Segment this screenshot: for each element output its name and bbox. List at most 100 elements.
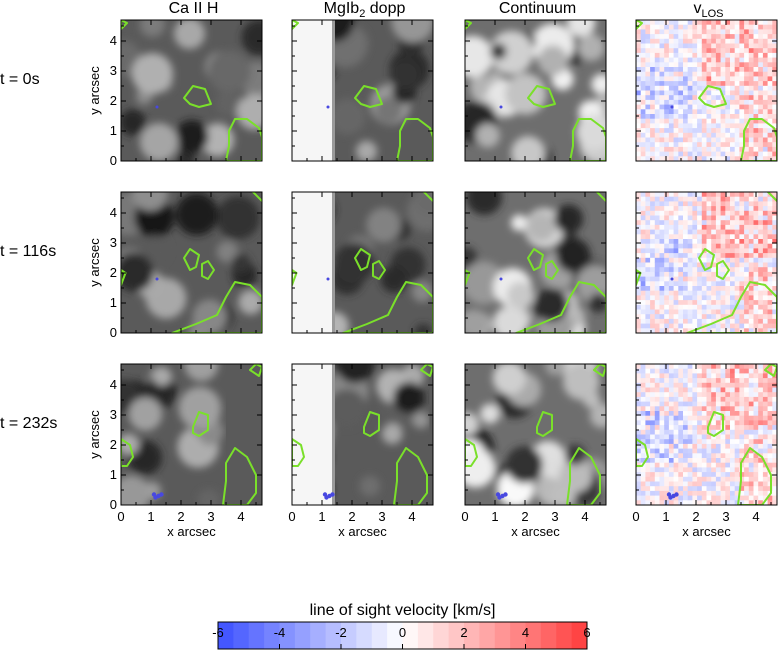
y-tick-label: 1 — [110, 295, 117, 310]
downflow-markers — [151, 492, 164, 500]
magnetic-contours — [465, 192, 606, 333]
axis-ticks — [291, 20, 433, 162]
magnetic-contours — [292, 192, 433, 333]
y-tick-label: 3 — [110, 63, 117, 78]
image-map — [121, 20, 262, 161]
panel-cont — [464, 191, 607, 334]
axis-ticks — [464, 20, 606, 162]
x-tick-label: 2 — [177, 509, 184, 524]
axis-ticks — [291, 192, 433, 334]
image-map — [121, 364, 262, 505]
y-tick-label: 4 — [110, 205, 117, 220]
y-tick-label: 4 — [110, 377, 117, 392]
x-tick-label: 3 — [378, 509, 385, 524]
image-map — [465, 20, 606, 161]
panel-frame — [291, 191, 434, 334]
downflow-markers — [499, 277, 503, 281]
panel-vlos — [635, 19, 778, 162]
image-map — [636, 364, 777, 505]
x-axis-label: x arcsec — [167, 524, 216, 539]
panel-cah: 0 1 2 3 4 y arcsec 0 1 2 3 4 x arcsec — [87, 363, 263, 539]
x-tick-label: 1 — [318, 509, 325, 524]
colorbar-swatch — [248, 622, 265, 649]
x-tick-label: 0 — [117, 509, 124, 524]
image-map — [121, 192, 262, 333]
axis-ticks — [635, 20, 777, 162]
y-tick-label: 4 — [110, 33, 117, 48]
colorbar-swatch — [294, 622, 311, 649]
panel-frame — [635, 19, 778, 162]
x-tick-label: 3 — [207, 509, 214, 524]
panel-cah: 0 1 2 3 4 y arcsec — [87, 191, 263, 340]
colorbar-swatch — [387, 622, 403, 649]
downflow-markers — [670, 105, 674, 109]
colorbar-swatch — [218, 622, 234, 649]
y-tick-label: 1 — [110, 123, 117, 138]
colorbar-tick-label: 2 — [460, 625, 467, 640]
y-tick-label: 3 — [110, 235, 117, 250]
downflow-markers — [666, 492, 679, 500]
x-tick-label: 0 — [461, 509, 468, 524]
panel-vlos: 0 1 2 3 4 x arcsec — [632, 363, 778, 539]
downflow-markers — [326, 277, 330, 281]
panel-mg — [291, 191, 434, 334]
column-title-cah: Ca II H — [169, 0, 219, 17]
x-tick-label: 1 — [491, 509, 498, 524]
axis-ticks — [464, 192, 606, 334]
magnetic-contours — [636, 364, 777, 505]
colorbar-swatch — [433, 622, 450, 649]
colorbar-swatch — [310, 622, 327, 649]
colorbar-tick-label: -4 — [274, 625, 286, 640]
colorbar-swatch — [556, 622, 573, 649]
panel-frame — [635, 363, 778, 506]
panel-frame — [120, 19, 263, 162]
colorbar-swatch — [571, 622, 588, 649]
axis-ticks — [464, 364, 606, 506]
colorbar-swatch — [479, 622, 496, 649]
axis-ticks — [120, 20, 262, 162]
panel-frame — [635, 191, 778, 334]
axis-ticks — [291, 364, 433, 506]
y-axis-label: y arcsec — [87, 238, 102, 287]
y-tick-label: 0 — [110, 497, 117, 512]
x-tick-label: 1 — [662, 509, 669, 524]
x-axis-label: x arcsec — [338, 524, 387, 539]
axis-ticks — [120, 192, 262, 334]
y-tick-label: 2 — [110, 437, 117, 452]
x-tick-label: 2 — [348, 509, 355, 524]
x-tick-label: 4 — [752, 509, 759, 524]
x-tick-label: 2 — [692, 509, 699, 524]
column-title-cont: Continuum — [499, 0, 576, 17]
x-tick-label: 0 — [632, 509, 639, 524]
downflow-markers — [155, 277, 159, 281]
x-tick-label: 4 — [408, 509, 415, 524]
panel-cah: 0 1 2 3 4 y arcsec — [87, 19, 263, 168]
x-tick-label: 4 — [237, 509, 244, 524]
colorbar-swatch — [510, 622, 526, 649]
y-tick-label: 0 — [110, 153, 117, 168]
downflow-markers — [326, 105, 330, 109]
colorbar-title: line of sight velocity [km/s] — [310, 602, 496, 619]
panel-cont: 0 1 2 3 4 x arcsec — [461, 363, 607, 539]
panel-frame — [120, 363, 263, 506]
colorbar-swatch — [279, 622, 296, 649]
colorbar-swatch — [264, 622, 280, 649]
colorbar-tick-label: 0 — [399, 625, 406, 640]
panel-cont — [464, 19, 607, 162]
y-tick-label: 2 — [110, 93, 117, 108]
x-tick-label: 3 — [551, 509, 558, 524]
x-tick-label: 3 — [722, 509, 729, 524]
axis-ticks — [635, 192, 777, 334]
x-tick-label: 0 — [288, 509, 295, 524]
column-title-vlos: vLOS — [693, 0, 723, 20]
panel-frame — [464, 19, 607, 162]
colorbar: line of sight velocity [km/s] -6 -4 -2 0 2 4 6 — [212, 602, 591, 650]
x-tick-label: 4 — [581, 509, 588, 524]
panel-frame — [291, 19, 434, 162]
y-tick-label: 3 — [110, 407, 117, 422]
magnetic-contours — [121, 192, 262, 333]
panel-frame — [291, 363, 434, 506]
downflow-markers — [322, 492, 335, 500]
y-axis-label: y arcsec — [87, 66, 102, 115]
